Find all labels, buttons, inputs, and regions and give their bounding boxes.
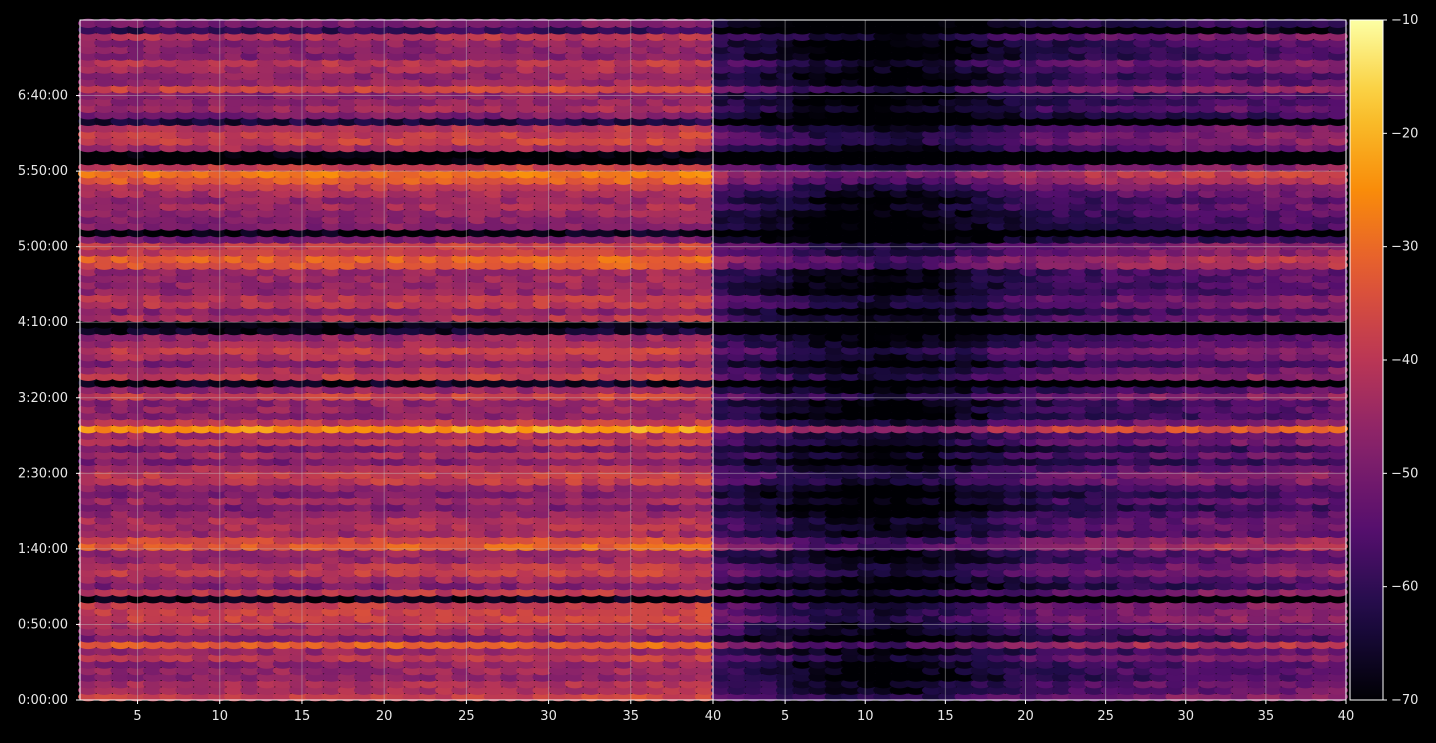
left-heatmap-panel [78, 19, 715, 702]
right-heatmap-panel [711, 19, 1348, 702]
